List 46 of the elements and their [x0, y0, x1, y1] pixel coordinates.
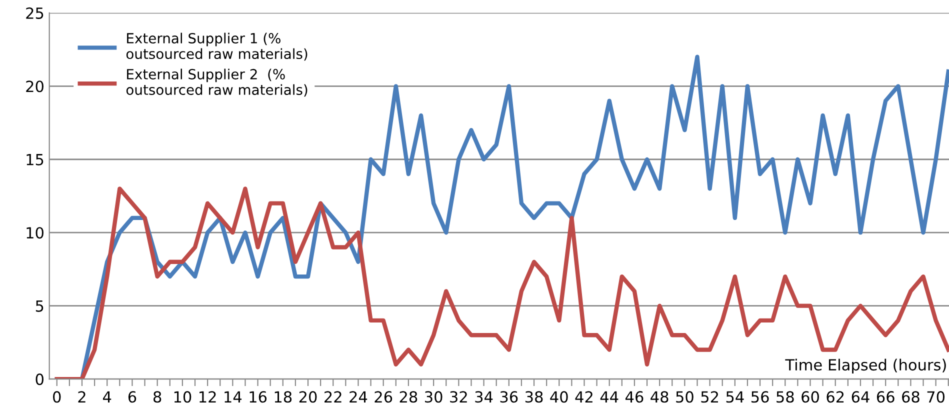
x-axis-title: Time Elapsed (hours) — [785, 358, 946, 374]
x-tick-label: 54 — [726, 391, 744, 403]
x-tick-label: 44 — [600, 391, 618, 402]
y-tick-label: 15 — [26, 154, 44, 166]
x-tick-label: 24 — [350, 391, 368, 402]
x-tick-label: 18 — [274, 391, 292, 403]
x-tick-label: 12 — [200, 391, 216, 402]
x-tick-label: 6 — [128, 391, 136, 403]
y-tick-label: 0 — [36, 374, 44, 386]
x-tick-label: 28 — [400, 391, 418, 403]
x-tick-label: 0 — [53, 391, 61, 403]
x-tick-label: 34 — [475, 391, 493, 403]
x-tick-label: 52 — [701, 391, 718, 403]
x-tick-label: 22 — [324, 391, 342, 402]
x-tick-label: 36 — [500, 391, 518, 403]
x-tick-label: 48 — [650, 391, 668, 403]
x-tick-label: 32 — [450, 391, 467, 403]
y-tick-label: 5 — [36, 300, 44, 312]
x-tick-label: 26 — [374, 391, 392, 403]
x-tick-label: 20 — [299, 391, 317, 403]
x-tick-label: 38 — [525, 391, 543, 403]
x-tick-label: 46 — [625, 391, 644, 403]
x-tick-label: 50 — [676, 391, 694, 403]
x-tick-label: 4 — [102, 391, 112, 402]
x-tick-label: 16 — [250, 391, 267, 403]
y-tick-label: 25 — [26, 7, 44, 19]
x-tick-label: 42 — [575, 391, 592, 402]
x-tick-label: 30 — [425, 391, 442, 403]
x-tick-label: 60 — [802, 391, 819, 403]
x-tick-label: 8 — [154, 391, 162, 403]
x-tick-label: 66 — [876, 391, 894, 403]
x-tick-label: 64 — [852, 391, 870, 403]
x-tick-label: 14 — [224, 391, 242, 402]
x-tick-label: 58 — [776, 391, 794, 403]
x-tick-label: 68 — [902, 391, 920, 403]
x-tick-label: 10 — [174, 391, 192, 403]
x-tick-label: 56 — [751, 391, 769, 403]
legend-label: External Supplier 1 (% outsourced raw materials) — [126, 32, 308, 61]
legend-label: External Supplier 2 (% outsourced raw materials) — [126, 68, 308, 97]
x-tick-label: 62 — [826, 391, 844, 403]
y-tick-label: 10 — [26, 227, 44, 239]
y-tick-label: 20 — [26, 80, 44, 92]
x-tick-label: 2 — [78, 391, 86, 402]
x-tick-label: 70 — [927, 391, 945, 403]
x-tick-label: 40 — [550, 391, 568, 403]
line-series — [54, 186, 949, 380]
